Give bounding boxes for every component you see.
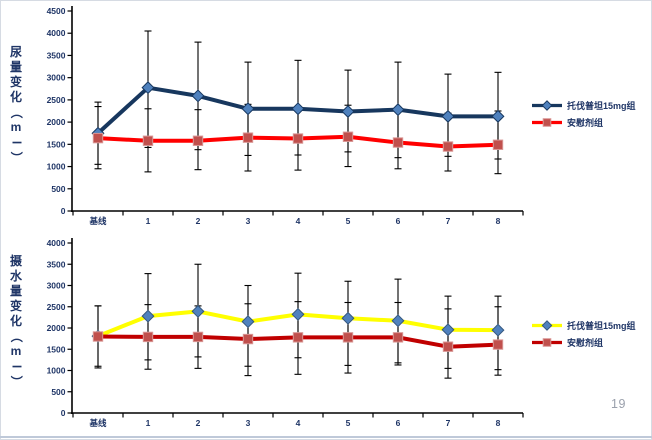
x-tick-label: 7 xyxy=(446,418,451,428)
square-marker xyxy=(292,332,304,343)
legend-line-sample xyxy=(532,320,562,331)
x-tick-label: 1 xyxy=(146,216,151,226)
x-tick-label: 4 xyxy=(296,216,301,226)
diamond-marker xyxy=(241,102,255,116)
y-tick-label: 0 xyxy=(61,206,66,216)
y-tick-label: 1000 xyxy=(47,162,66,172)
square-marker xyxy=(492,339,504,350)
legend-item: 安慰剂组 xyxy=(531,114,636,131)
square-marker xyxy=(342,332,354,343)
y-tick-label: 2000 xyxy=(47,117,66,127)
legend-item: 托伐普坦15mg组 xyxy=(531,317,636,334)
urine-volume-chart: 尿量变化（m l） 0 500 1000 1500 2000 2500 3000 3500 4000… xyxy=(9,6,636,226)
diamond-marker xyxy=(141,81,155,95)
diamond-marker xyxy=(141,309,155,323)
x-tick-label: 基线 xyxy=(88,216,107,226)
diamond-marker xyxy=(241,315,255,329)
plot-area: 0 500 1000 1500 2000 2500 3000 3500 4000 基线 1 2 3 4 5 6… xyxy=(47,238,524,428)
legend-line-sample xyxy=(532,100,562,111)
square-marker xyxy=(242,333,254,345)
diamond-marker xyxy=(541,320,553,331)
y-tick-label: 500 xyxy=(51,184,65,194)
square-marker xyxy=(492,139,504,150)
square-marker xyxy=(342,131,354,142)
square-marker xyxy=(192,331,204,343)
diamond-marker xyxy=(341,104,355,118)
y-tick-label: 4500 xyxy=(47,6,66,16)
square-marker xyxy=(542,118,552,127)
diamond-marker xyxy=(391,103,405,117)
legend-label: 托伐普坦15mg组 xyxy=(567,321,636,331)
legend-line-sample xyxy=(532,118,562,127)
y-tick-label: 3000 xyxy=(47,281,66,291)
diamond-marker xyxy=(291,102,305,116)
y-tick-label: 1500 xyxy=(47,344,66,354)
legend-item: 托伐普坦15mg组 xyxy=(531,97,636,114)
x-tick-label: 6 xyxy=(396,216,401,226)
x-tick-label: 8 xyxy=(496,418,501,428)
legend: 托伐普坦15mg组 安慰剂组 xyxy=(531,97,636,131)
plot-area: 0 500 1000 1500 2000 2500 3000 3500 4000 4500 基线 1 2… xyxy=(47,6,524,226)
x-tick-label: 3 xyxy=(246,418,251,428)
y-axis-title: 摄水量变化（m l） xyxy=(9,254,24,388)
water-intake-chart: 摄水量变化（m l） 0 500 1000 1500 2000 2500 3000 3500 400… xyxy=(0,238,652,440)
y-tick-label: 500 xyxy=(51,387,65,397)
legend-label: 安慰剂组 xyxy=(567,338,604,348)
square-marker xyxy=(542,338,552,347)
diamond-marker xyxy=(491,323,505,337)
legend: 托伐普坦15mg组 安慰剂组 xyxy=(531,317,636,351)
diamond-marker xyxy=(191,89,205,103)
x-tick-label: 4 xyxy=(296,418,301,428)
x-tick-label: 8 xyxy=(496,216,501,226)
y-tick-label: 4000 xyxy=(47,28,66,38)
page-number: 19 xyxy=(611,397,626,411)
diamond-marker xyxy=(291,307,305,321)
x-tick-label: 7 xyxy=(446,216,451,226)
legend-label: 安慰剂组 xyxy=(567,118,604,128)
square-marker xyxy=(92,132,104,144)
y-tick-label: 3500 xyxy=(47,50,66,60)
y-tick-label: 3500 xyxy=(47,259,66,269)
y-axis-title: 尿量变化（m l） xyxy=(9,45,24,164)
square-marker xyxy=(442,141,454,152)
diamond-marker xyxy=(541,100,553,111)
legend-line-sample xyxy=(532,338,562,347)
square-marker xyxy=(392,137,404,148)
square-marker xyxy=(442,341,454,352)
square-marker xyxy=(142,135,154,146)
x-tick-label: 2 xyxy=(196,216,201,226)
square-marker xyxy=(142,331,154,343)
x-tick-label: 2 xyxy=(196,418,201,428)
square-marker xyxy=(192,135,204,146)
y-tick-label: 4000 xyxy=(47,238,66,248)
legend-item: 安慰剂组 xyxy=(531,334,636,351)
y-tick-label: 1500 xyxy=(47,139,66,149)
x-tick-label: 5 xyxy=(346,418,351,428)
y-tick-label: 0 xyxy=(61,408,66,418)
y-tick-label: 3000 xyxy=(47,73,66,83)
square-marker xyxy=(392,332,404,343)
x-tick-label: 1 xyxy=(146,418,151,428)
diamond-marker xyxy=(341,311,355,325)
square-marker xyxy=(92,331,104,342)
square-marker xyxy=(242,132,254,143)
square-marker xyxy=(292,133,304,144)
x-tick-label: 3 xyxy=(246,216,251,226)
diamond-marker xyxy=(491,109,505,123)
y-tick-label: 1000 xyxy=(47,366,66,376)
legend-label: 托伐普坦15mg组 xyxy=(567,101,636,111)
x-tick-label: 基线 xyxy=(88,418,107,428)
slide-bottom-rule xyxy=(0,436,652,438)
y-tick-label: 2500 xyxy=(47,95,66,105)
y-tick-label: 2000 xyxy=(47,323,66,333)
diamond-marker xyxy=(441,109,455,123)
diamond-marker xyxy=(391,314,405,328)
diamond-marker xyxy=(191,304,205,318)
diamond-marker xyxy=(441,323,455,337)
x-tick-label: 6 xyxy=(396,418,401,428)
x-tick-label: 5 xyxy=(346,216,351,226)
y-tick-label: 2500 xyxy=(47,302,66,312)
